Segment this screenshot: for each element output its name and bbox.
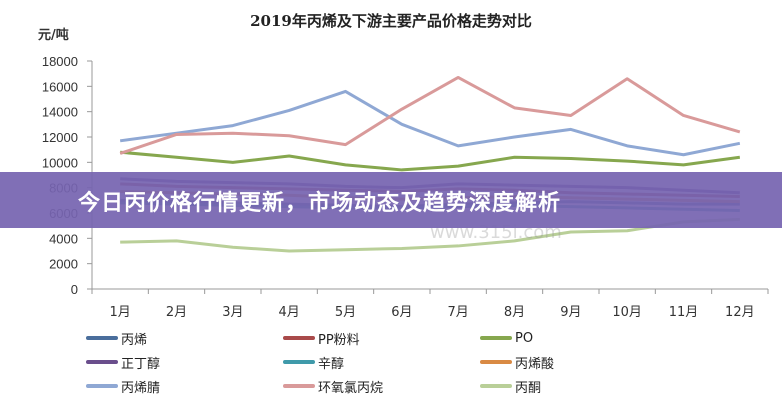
series-line-7	[119, 75, 741, 155]
legend-label: 丙烯酸	[515, 356, 555, 372]
legend-item: 丙酮	[480, 375, 677, 397]
legend-label: PO	[515, 330, 534, 346]
legend-swatch	[283, 384, 315, 388]
legend-swatch	[86, 360, 118, 364]
legend-item: 丙烯腈	[86, 375, 283, 397]
legend-item: 正丁醇	[86, 351, 283, 373]
y-tick-label: 16000	[42, 79, 78, 94]
legend: 丙烯 PP粉料 PO 正丁醇 辛醇 丙烯酸丙烯腈 环氧氯丙烷 丙酮	[86, 327, 726, 397]
y-tick-label: 14000	[42, 105, 78, 120]
y-axis-label: 元/吨	[38, 28, 69, 43]
y-tick-label: 2000	[49, 257, 78, 272]
x-tick-label: 4月	[279, 305, 300, 320]
y-tick-label: 4000	[49, 231, 78, 246]
x-tick-label: 8月	[504, 305, 525, 320]
chart-title: 2019年丙烯及下游主要产品价格走势对比	[250, 12, 532, 30]
legend-item: 环氧氯丙烷	[283, 375, 480, 397]
legend-label: PP粉料	[318, 332, 360, 348]
legend-item: PO	[480, 327, 677, 349]
legend-label: 环氧氯丙烷	[318, 380, 384, 396]
legend-swatch	[480, 336, 512, 340]
x-tick-label: 2月	[166, 305, 187, 320]
y-tick-label: 18000	[42, 54, 78, 69]
legend-swatch	[283, 336, 315, 340]
x-tick-label: 12月	[725, 305, 755, 320]
legend-swatch	[283, 360, 315, 364]
headline-text: 今日丙价格行情更新，市场动态及趋势深度解析	[78, 191, 562, 216]
legend-item: 丙烯	[86, 327, 283, 349]
y-tick-label: 12000	[42, 130, 78, 145]
series-line-6	[119, 89, 741, 157]
legend-swatch	[86, 336, 118, 340]
y-tick-label: 0	[71, 282, 78, 297]
legend-label: 正丁醇	[121, 356, 161, 372]
legend-swatch	[480, 360, 512, 364]
x-tick-label: 6月	[391, 305, 412, 320]
y-tick-label: 10000	[42, 155, 78, 170]
x-tick-label: 9月	[560, 305, 581, 320]
legend-swatch	[480, 384, 512, 388]
legend-label: 丙酮	[515, 380, 542, 396]
x-tick-label: 7月	[448, 305, 469, 320]
x-tick-label: 5月	[335, 305, 356, 320]
legend-item: 辛醇	[283, 351, 480, 373]
series-line-2	[120, 150, 741, 172]
legend-swatch	[86, 384, 118, 388]
series-line-8	[120, 217, 740, 253]
legend-label: 辛醇	[318, 356, 345, 372]
x-tick-label: 3月	[222, 305, 243, 320]
legend-item: 丙烯酸	[480, 351, 677, 373]
x-tick-label: 1月	[110, 305, 131, 320]
legend-item: PP粉料	[283, 327, 480, 349]
x-tick-label: 11月	[669, 305, 699, 320]
legend-label: 丙烯	[121, 332, 148, 348]
x-tick-label: 10月	[612, 305, 642, 320]
legend-label: 丙烯腈	[121, 380, 161, 396]
headline-banner: 今日丙价格行情更新，市场动态及趋势深度解析	[0, 172, 782, 228]
